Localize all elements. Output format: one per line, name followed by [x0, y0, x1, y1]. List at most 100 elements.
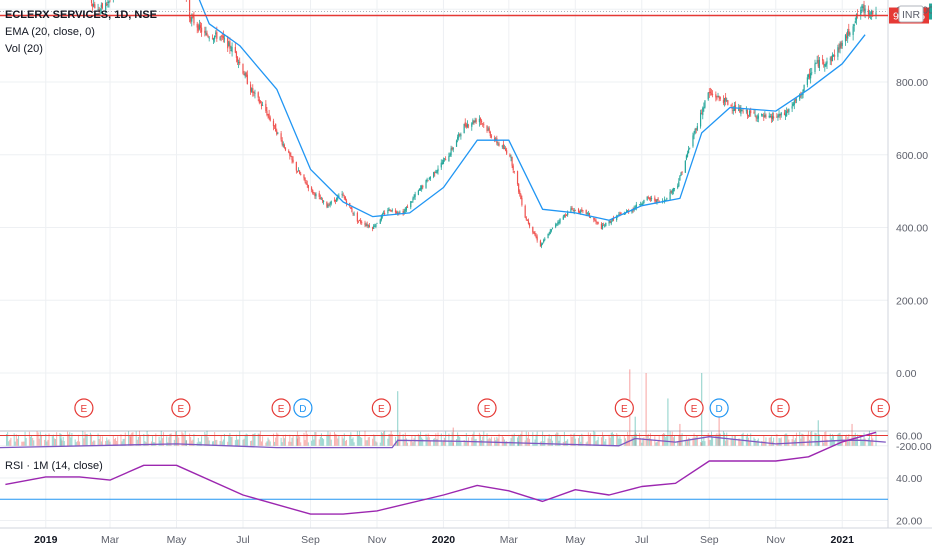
volume-bar	[6, 433, 8, 446]
candle-body	[503, 148, 506, 149]
volume-bar	[122, 439, 124, 446]
candle-body	[207, 36, 209, 37]
volume-bar	[466, 440, 468, 446]
volume-bar	[460, 441, 462, 446]
volume-bar	[314, 432, 316, 446]
rsi-legend[interactable]: RSI · 1M (14, close)	[5, 460, 103, 472]
volume-bar	[618, 438, 620, 446]
candle-body	[443, 158, 446, 160]
volume-bar	[366, 440, 368, 446]
volume-bar	[276, 432, 278, 446]
volume-bar	[875, 431, 877, 446]
volume-bar	[712, 436, 714, 446]
volume-bar	[588, 436, 590, 446]
volume-bar	[140, 436, 142, 446]
volume-bar	[364, 430, 366, 446]
candle-body	[238, 61, 240, 64]
volume-bar	[306, 433, 308, 446]
time-tick-label: Nov	[368, 534, 387, 546]
currency-badge	[898, 5, 924, 23]
candle-body	[589, 217, 592, 219]
candle-body	[840, 42, 842, 48]
candle-body	[478, 118, 481, 123]
volume-bar	[245, 433, 247, 446]
volume-bar	[557, 432, 559, 446]
candle-body	[722, 99, 725, 104]
volume-bar	[238, 439, 240, 446]
candle-body	[527, 220, 530, 224]
candle-body	[741, 110, 743, 112]
earnings-marker-label: E	[621, 404, 628, 415]
volume-bar	[464, 441, 466, 446]
candle-body	[542, 242, 544, 244]
volume-spike	[397, 391, 399, 446]
ema-legend[interactable]: EMA (20, close, 0)	[5, 26, 95, 38]
earnings-marker-label: E	[877, 404, 884, 415]
volume-bar	[38, 438, 40, 446]
candle-body	[501, 145, 503, 147]
candle-body	[313, 192, 315, 194]
volume-bar	[716, 433, 718, 446]
candle-body	[520, 194, 522, 200]
volume-bar	[335, 433, 337, 446]
volume-bar	[449, 442, 451, 446]
volume-bar	[826, 439, 828, 446]
candle-body	[648, 197, 650, 199]
volume-bar	[91, 434, 93, 446]
candle-body	[673, 188, 676, 190]
volume-bar	[413, 438, 415, 446]
volume-legend[interactable]: Vol (20)	[5, 43, 43, 55]
candle-body	[778, 113, 780, 117]
volume-bar	[242, 439, 244, 446]
candle-body	[551, 227, 554, 229]
candle-body	[457, 137, 459, 140]
candle-body	[853, 24, 855, 26]
candle-body	[403, 211, 405, 215]
volume-bar	[429, 441, 431, 446]
volume-bar	[222, 439, 224, 446]
candle-body	[273, 125, 276, 127]
volume-bar	[642, 437, 644, 446]
volume-bar	[376, 442, 378, 446]
candle-body	[330, 201, 332, 204]
candle-body	[695, 128, 697, 130]
volume-bar	[707, 432, 709, 446]
candle-body	[678, 181, 680, 187]
candle-body	[755, 115, 757, 119]
candle-body	[216, 32, 218, 39]
price-candles	[90, 0, 877, 249]
volume-bar	[663, 433, 665, 446]
earnings-marker	[614, 398, 634, 418]
candle-body	[719, 96, 721, 100]
candle-body	[276, 130, 278, 135]
candle-body	[727, 100, 729, 105]
candle-body	[799, 93, 801, 100]
volume-bar	[191, 440, 193, 446]
candle-body	[776, 116, 778, 118]
candle-body	[366, 223, 368, 226]
volume-bar	[742, 432, 744, 446]
volume-bar	[229, 432, 231, 446]
volume-bar	[144, 441, 146, 446]
volume-bar	[437, 432, 439, 446]
candle-body	[764, 114, 766, 117]
candle-body	[699, 112, 702, 127]
candle-body	[757, 115, 759, 119]
candle-body	[814, 63, 816, 72]
volume-bar	[794, 438, 796, 446]
candle-body	[299, 170, 301, 174]
candle-body	[548, 234, 550, 236]
volume-bar	[727, 439, 729, 446]
volume-bar	[68, 434, 70, 446]
candle-body	[374, 225, 376, 227]
volume-bar	[101, 436, 103, 446]
volume-spike	[452, 427, 454, 446]
candle-body	[290, 155, 292, 157]
volume-bar	[519, 435, 521, 446]
candle-body	[518, 183, 520, 192]
volume-bar	[593, 430, 595, 446]
candle-body	[852, 26, 854, 35]
dividend-marker	[293, 398, 313, 418]
candle-body	[666, 198, 668, 200]
